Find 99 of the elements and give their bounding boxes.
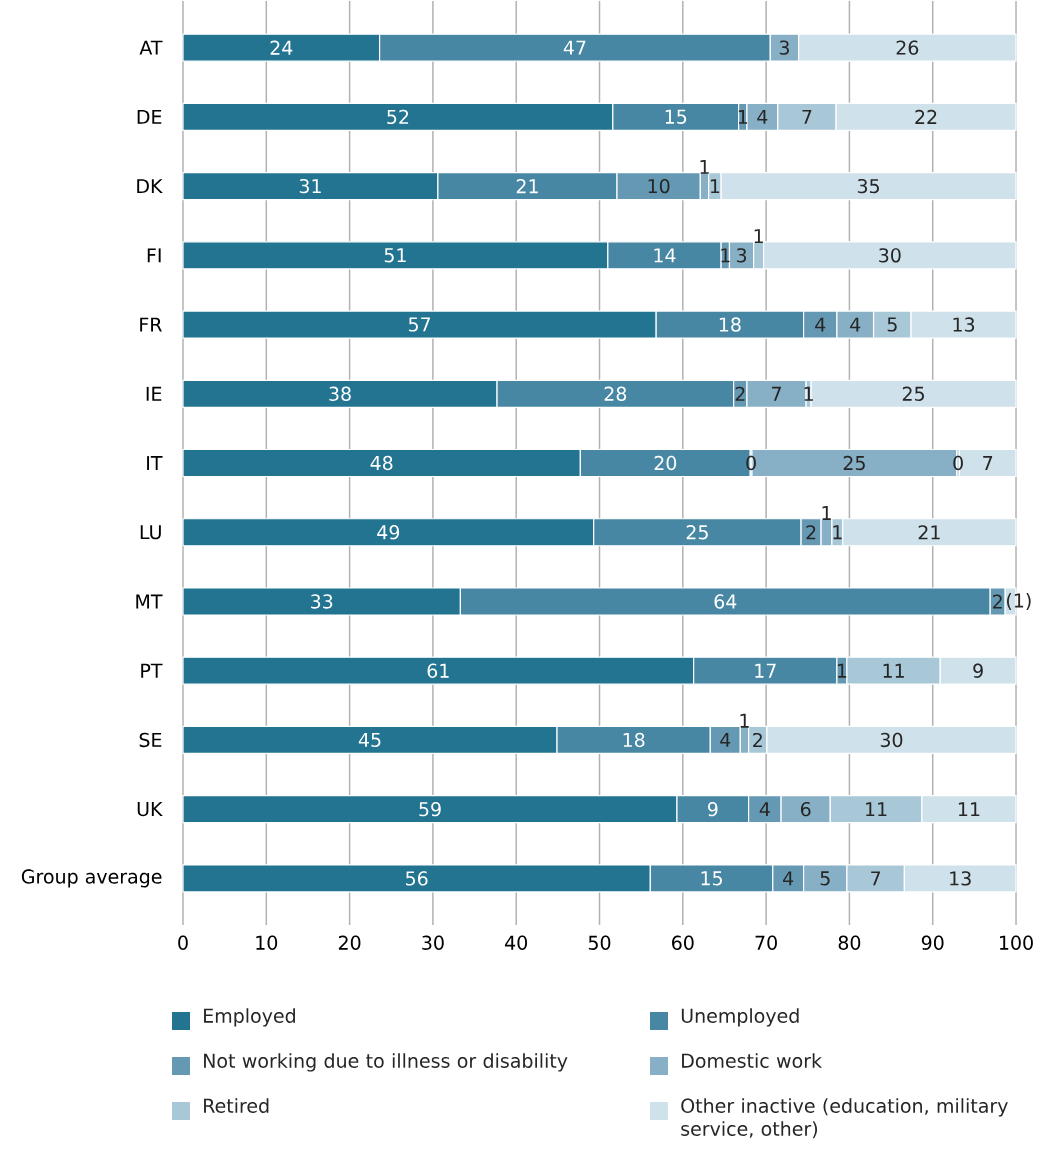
legend-label: Employed bbox=[204, 1008, 295, 1027]
data-label: 7 bbox=[983, 456, 993, 470]
legend-label: Not working due to illness or disability bbox=[204, 1053, 568, 1072]
data-label: 7 bbox=[871, 871, 881, 886]
data-label: 25 bbox=[686, 525, 708, 540]
data-label: 11 bbox=[883, 663, 904, 678]
y-tick-label: DK bbox=[137, 179, 163, 194]
data-label: 10 bbox=[648, 178, 670, 194]
legend-label: Unemployed bbox=[681, 1008, 799, 1027]
data-label: 1 bbox=[822, 506, 831, 520]
data-label: 59 bbox=[419, 801, 441, 817]
data-label: 24 bbox=[270, 40, 293, 55]
data-label: 1 bbox=[833, 525, 842, 540]
y-tick-label: Group average bbox=[21, 869, 162, 888]
data-label: 3 bbox=[779, 40, 789, 55]
y-tick-label: AT bbox=[139, 40, 163, 55]
y-tick-label: IT bbox=[147, 456, 163, 470]
data-label: 21 bbox=[516, 179, 538, 194]
data-label: 9 bbox=[973, 663, 983, 678]
data-label: 5 bbox=[887, 317, 897, 332]
data-label: 38 bbox=[329, 386, 351, 401]
x-tick-label: 80 bbox=[838, 935, 861, 950]
data-label: 14 bbox=[654, 248, 676, 263]
y-tick-label: UK bbox=[137, 802, 163, 817]
x-tick-label: 100 bbox=[999, 935, 1033, 950]
data-label: 47 bbox=[563, 40, 586, 55]
data-label: 6 bbox=[800, 801, 811, 817]
data-label: 9 bbox=[707, 801, 718, 817]
data-label: 15 bbox=[665, 109, 687, 124]
y-tick-label: LU bbox=[140, 525, 161, 540]
x-tick-label: 70 bbox=[755, 935, 777, 950]
data-label: 52 bbox=[387, 109, 409, 125]
y-tick-label: FR bbox=[140, 317, 162, 332]
data-label: 2 bbox=[806, 525, 816, 540]
data-label: 28 bbox=[604, 386, 627, 401]
data-label: 13 bbox=[953, 317, 975, 332]
data-label: 5 bbox=[820, 871, 830, 886]
data-label: 30 bbox=[879, 248, 901, 263]
x-tick-label: 60 bbox=[672, 935, 694, 950]
y-tick-label: PT bbox=[141, 663, 163, 678]
y-tick-label: MT bbox=[136, 594, 163, 609]
data-label: 31 bbox=[299, 178, 321, 194]
data-label: 11 bbox=[866, 802, 887, 817]
data-label: 1 bbox=[740, 713, 749, 728]
data-label: 7 bbox=[772, 386, 781, 401]
data-label: 22 bbox=[915, 109, 937, 124]
data-label: 25 bbox=[902, 386, 924, 401]
data-label: 20 bbox=[654, 455, 677, 471]
data-label: 35 bbox=[857, 178, 879, 194]
data-label: 17 bbox=[755, 663, 776, 678]
data-label: 7 bbox=[802, 109, 812, 124]
data-label: 33 bbox=[311, 594, 333, 609]
data-label: 48 bbox=[370, 455, 393, 471]
legend-label: Other inactive (education, military service, other) bbox=[681, 1098, 1008, 1139]
data-label: 18 bbox=[719, 317, 741, 332]
x-tick-label: 10 bbox=[256, 935, 278, 950]
legend-label: Retired bbox=[204, 1098, 269, 1113]
data-label: 56 bbox=[406, 871, 428, 886]
data-label: (1) bbox=[1007, 593, 1031, 610]
y-tick-label: SE bbox=[139, 732, 162, 748]
data-label: 0 bbox=[953, 455, 963, 471]
y-tick-label: DE bbox=[137, 109, 162, 124]
data-label: 13 bbox=[950, 871, 971, 886]
x-tick-label: 40 bbox=[505, 935, 528, 950]
x-tick-label: 50 bbox=[588, 935, 611, 950]
data-label: 15 bbox=[701, 871, 722, 886]
data-label: 18 bbox=[623, 732, 645, 748]
x-tick-label: 90 bbox=[921, 935, 944, 950]
data-label: 61 bbox=[427, 663, 449, 678]
data-label: 21 bbox=[918, 525, 940, 540]
data-label: 25 bbox=[843, 455, 865, 471]
data-label: 4 bbox=[720, 733, 731, 747]
y-tick-label: IE bbox=[146, 386, 162, 401]
data-label: 4 bbox=[815, 317, 826, 332]
x-tick-label: 20 bbox=[338, 935, 361, 950]
legend-label: Domestic work bbox=[682, 1053, 822, 1068]
data-label: 11 bbox=[958, 802, 980, 817]
y-tick-label: FI bbox=[147, 248, 161, 263]
data-label: 4 bbox=[850, 317, 861, 332]
x-tick-label: 0 bbox=[178, 935, 188, 950]
data-label: 49 bbox=[377, 525, 400, 540]
data-label: 1 bbox=[710, 179, 720, 194]
data-label: 64 bbox=[714, 594, 737, 609]
data-label: 4 bbox=[757, 109, 768, 124]
data-label: 45 bbox=[358, 732, 381, 747]
data-label: 4 bbox=[783, 871, 794, 886]
data-label: 51 bbox=[384, 248, 406, 263]
data-label: 1 bbox=[804, 386, 813, 401]
data-label: 3 bbox=[736, 248, 747, 263]
data-label: 2 bbox=[735, 386, 745, 401]
data-label: 1 bbox=[754, 229, 763, 244]
data-label: 26 bbox=[896, 40, 919, 55]
data-label: 57 bbox=[408, 317, 431, 332]
data-label: 1 bbox=[700, 159, 709, 174]
data-label: 2 bbox=[993, 594, 1002, 609]
x-tick-label: 30 bbox=[422, 935, 444, 950]
data-label: 2 bbox=[753, 732, 762, 747]
data-label: 30 bbox=[880, 732, 903, 748]
data-label: 4 bbox=[759, 802, 770, 817]
